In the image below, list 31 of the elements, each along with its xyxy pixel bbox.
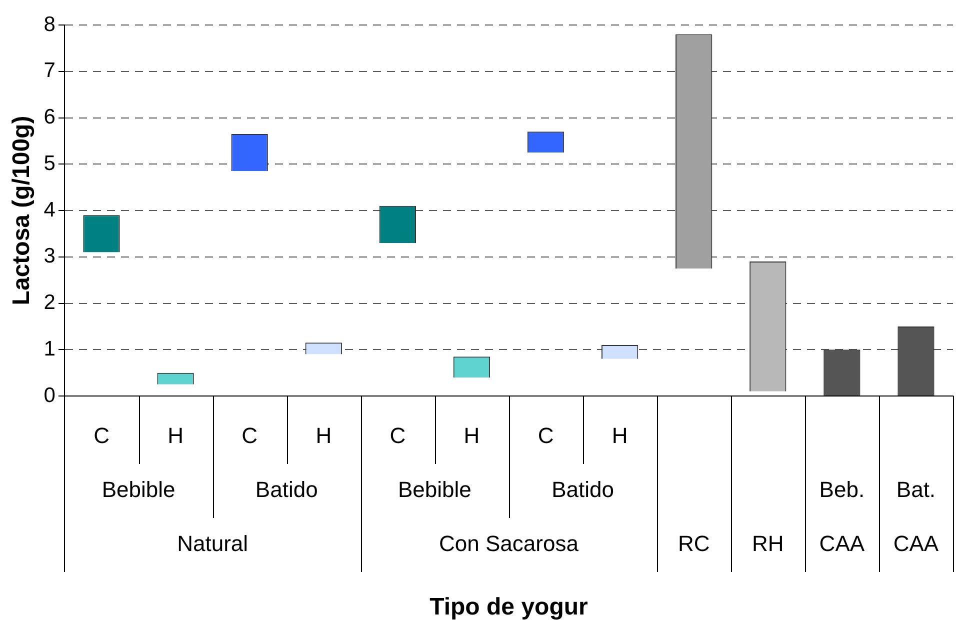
text: RH [752,531,784,556]
x-tick-label: C [94,423,110,448]
x-tick-label: C [538,423,554,448]
text: Beb. [819,477,865,502]
x-tick-label: H [612,423,628,448]
y-tick-label: 5 [44,152,56,175]
x-tick-label: C [242,423,258,448]
x-tick-label: H [168,423,184,448]
text: Tipo de yogur [430,594,588,621]
x-tick-label: H [316,423,332,448]
text: Bebible [102,477,176,502]
x-tick-label: H [464,423,480,448]
y-tick-label: 3 [44,244,56,268]
text: Bebible [398,477,472,502]
x-tick-label: C [390,423,406,448]
y-tick-label: 8 [44,12,56,36]
text: Natural [177,531,248,556]
text: RC [678,531,710,556]
y-tick-label: 0 [44,384,56,407]
text: Batido [255,477,318,502]
text: CAA [819,531,865,556]
y-tick-label: 1 [44,337,56,360]
text: Batido [552,477,614,502]
y-axis-title: Lactosa (g/100g) [8,116,36,306]
y-tick-label: 2 [44,291,56,314]
text: Con Sacarosa [439,531,580,556]
y-tick-label: 6 [44,106,56,129]
text: CAA [893,531,939,556]
y-tick-label: 7 [44,59,56,82]
y-tick-label: 4 [44,198,56,222]
text: Bat. [896,477,936,502]
